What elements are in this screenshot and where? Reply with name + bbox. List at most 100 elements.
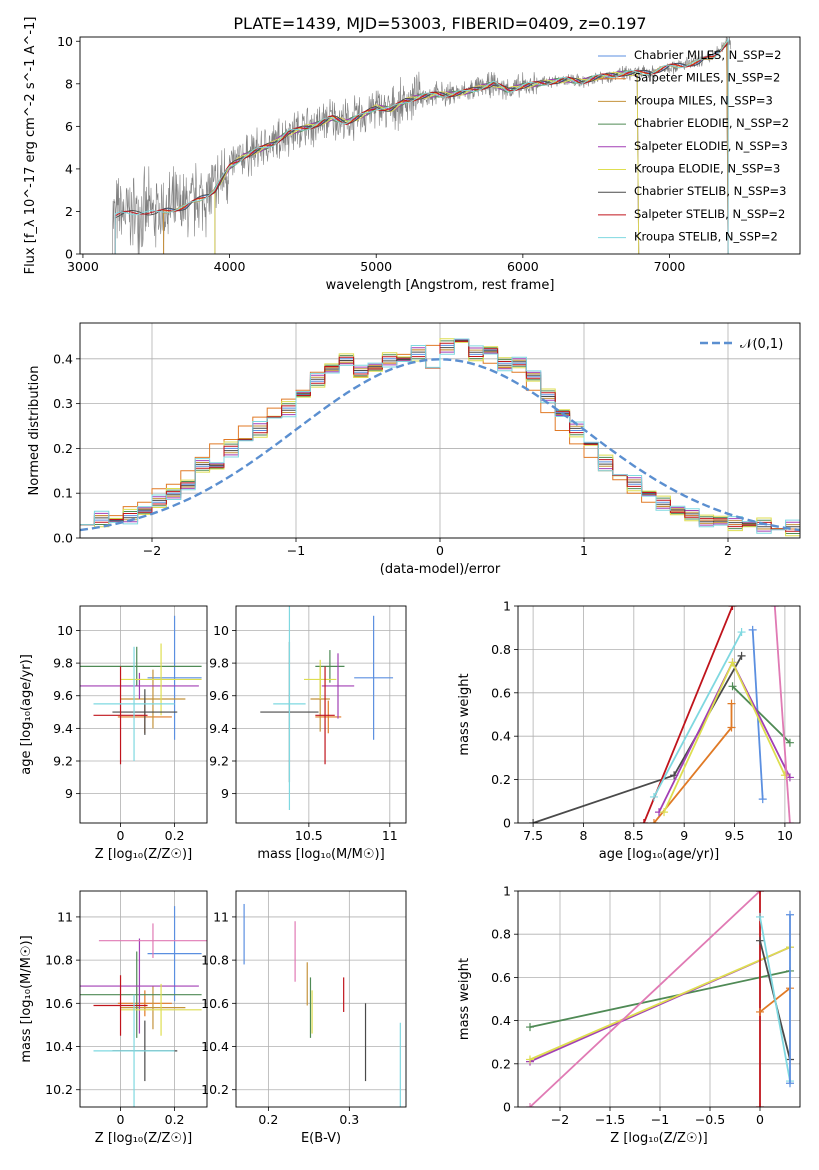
y-tick-label: 8 [65,76,73,91]
y-tick-label: 10.4 [45,1039,73,1054]
x-tick-label: −1 [287,543,305,558]
weight-marker [756,912,764,921]
panel-2: −2 −1 0 1 2 0.0 0.1 0.2 0.3 0.4 (data-model)/error… [27,322,801,577]
y-tick-label: 9 [65,786,73,801]
weight-line [759,916,791,1082]
model-spectrum [114,42,729,254]
y-tick-label: 9 [221,786,229,801]
y-tick-label: 9.2 [209,754,229,769]
y-tick-label: 9.6 [209,688,229,703]
y-axis-label: mass [log₁₀(M/M☉)] [19,935,34,1062]
weight-marker [785,738,794,747]
weight-line [653,631,743,798]
axes-frame [79,605,208,824]
errorbar-point [80,938,199,1034]
weight-marker [639,819,648,823]
legend-entry: Kroupa MILES, N_SSP=3 [634,93,773,107]
y-axis-label: Flux [f_λ 10^-17 erg cm^-2 s^-1 A^-1] [23,17,38,275]
weight-marker [526,1023,534,1032]
x-tick-label: 7000 [654,259,686,274]
x-tick-label: 10.5 [295,828,323,843]
plot-area [526,891,794,1107]
errorbar-point [147,906,202,1002]
weight-marker [786,1079,794,1088]
axes-frame [235,605,407,824]
y-tick-label: 11 [213,909,229,924]
model-spectrum [214,71,640,254]
y-tick-label: 0 [503,1100,511,1115]
errorbar-point [120,983,202,1036]
x-tick-label: −1.5 [595,1112,625,1127]
weight-marker [728,606,737,610]
y-tick-label: 0.6 [491,970,511,985]
errorbar-point [80,672,199,699]
x-tick-label: 3000 [67,259,99,274]
x-tick-label: 7.5 [523,828,543,843]
panel-1: 3000 4000 5000 6000 7000 0 2 4 6 8 10 wavelength [A… [23,17,801,293]
y-tick-label: 9.4 [209,721,229,736]
errorbar-point [120,669,186,729]
legend-entry: Chabrier ELODIE, N_SSP=2 [634,116,789,130]
weight-marker [660,808,669,817]
errorbar-point [147,615,202,740]
y-axis-label: mass weight [457,673,472,755]
weight-marker [649,792,658,801]
x-tick-label: 9.5 [725,828,745,843]
errorbar-point [98,923,207,958]
y-tick-label: 0.4 [53,351,73,366]
x-axis-label: (data-model)/error [380,562,501,577]
legend: 𝒩(0,1) [700,337,783,352]
plot-area [260,606,394,810]
model-spectrum [114,38,729,254]
errorbar-point [273,606,306,810]
errorbar-point [80,646,202,686]
legend-entry: Kroupa ELODIE, N_SSP=3 [634,162,780,176]
y-axis-label: mass weight [457,958,472,1040]
legend-entry: Chabrier MILES, N_SSP=2 [634,48,781,62]
legend-entry: Salpeter MILES, N_SSP=2 [634,71,780,85]
panel-3: 0 0.2 9 9.2 9.4 9.6 9.8 10 Z [log₁₀(Z/Z☉)] age [l… [19,605,208,862]
x-axis-label: Z [log₁₀(Z/Z☉)] [610,1131,707,1146]
x-tick-label: 0 [117,828,125,843]
y-tick-label: 10.2 [201,1082,229,1097]
x-axis-label: mass [log₁₀(M/M☉)] [257,847,384,862]
errorbar-point [93,994,175,1107]
weight-line [529,891,761,1107]
weight-marker [728,658,737,667]
errorbar-point [304,659,337,699]
legend: Chabrier MILES, N_SSP=2 Salpeter MILES, N… [598,48,789,244]
legend-entry: Salpeter STELIB, N_SSP=2 [634,207,785,221]
y-tick-label: 0 [503,816,511,831]
y-tick-label: 0.1 [53,486,73,501]
plot-area [243,903,401,1107]
weight-line [529,970,791,1028]
errorbar-point [354,615,394,740]
y-tick-label: 10 [213,623,229,638]
y-tick-label: 10.6 [201,996,229,1011]
legend-entry: Salpeter ELODIE, N_SSP=3 [634,139,788,153]
x-tick-label: 9 [680,828,688,843]
y-tick-label: 0.4 [491,1013,511,1028]
y-tick-label: 6 [65,119,73,134]
x-tick-label: 5000 [360,259,392,274]
y-tick-label: 9.6 [53,688,73,703]
axes-frame [517,605,801,824]
weight-line [529,946,791,1061]
weight-marker [529,819,538,823]
errorbar-point [93,646,175,761]
y-tick-label: 4 [65,161,73,176]
x-tick-label: 1 [580,543,588,558]
x-axis-label: E(B-V) [301,1131,341,1146]
plot-area [80,338,800,537]
y-tick-label: 10.4 [201,1039,229,1054]
y-tick-label: 0.2 [491,772,511,787]
x-tick-label: 0 [117,1112,125,1127]
y-tick-label: 0.8 [491,927,511,942]
x-tick-label: 11 [382,828,398,843]
panel-8: −2 −1.5 −1 −0.5 0 0 0.2 0.4 0.6 0.8 1 Z [log₁₀(Z/Z☉… [457,884,801,1146]
y-tick-label: 0 [65,247,73,262]
x-tick-label: 2 [724,543,732,558]
panel-5: 7.5 8 8.5 9 9.5 10 0 0.2 0.4 0.6 0.8 1 age [log₁₀(ag… [457,599,801,862]
weight-marker [756,1103,764,1107]
